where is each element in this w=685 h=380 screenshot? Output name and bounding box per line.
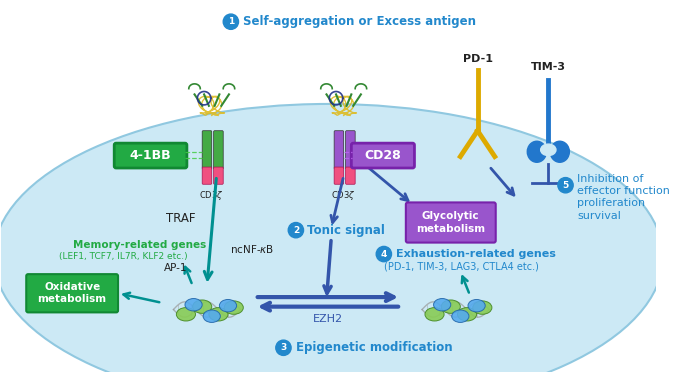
Text: 2: 2 — [292, 226, 299, 235]
Text: Glycolytic
metabolism: Glycolytic metabolism — [416, 211, 486, 234]
Text: (LEF1, TCF7, IL7R, KLF2 etc.): (LEF1, TCF7, IL7R, KLF2 etc.) — [59, 252, 188, 261]
Text: 5: 5 — [562, 181, 569, 190]
Text: CD3$\zeta$: CD3$\zeta$ — [199, 189, 224, 202]
Text: (PD-1, TIM-3, LAG3, CTLA4 etc.): (PD-1, TIM-3, LAG3, CTLA4 etc.) — [384, 261, 538, 271]
Ellipse shape — [468, 299, 485, 312]
Ellipse shape — [473, 301, 492, 314]
Ellipse shape — [550, 141, 569, 162]
Circle shape — [288, 223, 303, 238]
Circle shape — [376, 246, 392, 262]
Text: 4-1BB: 4-1BB — [129, 149, 171, 162]
Text: proliferation: proliferation — [577, 198, 645, 208]
FancyBboxPatch shape — [334, 131, 344, 169]
Text: Memory-related genes: Memory-related genes — [73, 241, 206, 250]
FancyBboxPatch shape — [202, 131, 212, 169]
Ellipse shape — [176, 307, 195, 321]
Ellipse shape — [458, 307, 477, 321]
Text: effector function: effector function — [577, 186, 670, 196]
Text: TRAF: TRAF — [166, 212, 196, 225]
Text: ncNF-$\kappa$B: ncNF-$\kappa$B — [229, 243, 274, 255]
Ellipse shape — [434, 299, 451, 311]
Ellipse shape — [441, 300, 460, 313]
Text: AP-1: AP-1 — [164, 263, 187, 273]
Ellipse shape — [224, 301, 243, 314]
Text: CD3$\zeta$: CD3$\zeta$ — [332, 189, 356, 202]
Text: survival: survival — [577, 211, 621, 221]
Text: CD28: CD28 — [364, 149, 401, 162]
Text: 1: 1 — [227, 17, 234, 26]
FancyBboxPatch shape — [346, 131, 355, 169]
Text: Epigenetic modification: Epigenetic modification — [296, 341, 453, 354]
Text: 3: 3 — [280, 343, 286, 352]
FancyBboxPatch shape — [202, 167, 212, 184]
Ellipse shape — [203, 310, 221, 322]
Text: TIM-3: TIM-3 — [531, 62, 566, 73]
Ellipse shape — [451, 310, 469, 322]
FancyBboxPatch shape — [214, 167, 223, 184]
FancyBboxPatch shape — [214, 131, 223, 169]
FancyBboxPatch shape — [351, 143, 414, 168]
Circle shape — [223, 14, 238, 29]
FancyBboxPatch shape — [114, 143, 187, 168]
Text: PD-1: PD-1 — [462, 54, 493, 64]
Circle shape — [558, 177, 573, 193]
Ellipse shape — [192, 300, 212, 313]
Ellipse shape — [209, 307, 228, 321]
Ellipse shape — [425, 307, 444, 321]
FancyBboxPatch shape — [346, 167, 355, 184]
Text: Self-aggregation or Excess antigen: Self-aggregation or Excess antigen — [243, 15, 476, 28]
Ellipse shape — [540, 144, 556, 155]
Text: 4: 4 — [381, 250, 387, 258]
Text: Exhaustion-related genes: Exhaustion-related genes — [397, 249, 556, 259]
Circle shape — [276, 340, 291, 355]
FancyBboxPatch shape — [334, 167, 344, 184]
Text: Oxidative
metabolism: Oxidative metabolism — [38, 282, 107, 304]
FancyBboxPatch shape — [26, 274, 118, 312]
Text: Tonic signal: Tonic signal — [308, 224, 385, 237]
Text: Inhibition of: Inhibition of — [577, 174, 643, 184]
Text: EZH2: EZH2 — [313, 314, 343, 324]
Ellipse shape — [527, 141, 547, 162]
FancyBboxPatch shape — [406, 203, 496, 242]
Ellipse shape — [0, 104, 663, 380]
Ellipse shape — [219, 299, 236, 312]
Ellipse shape — [185, 299, 202, 311]
